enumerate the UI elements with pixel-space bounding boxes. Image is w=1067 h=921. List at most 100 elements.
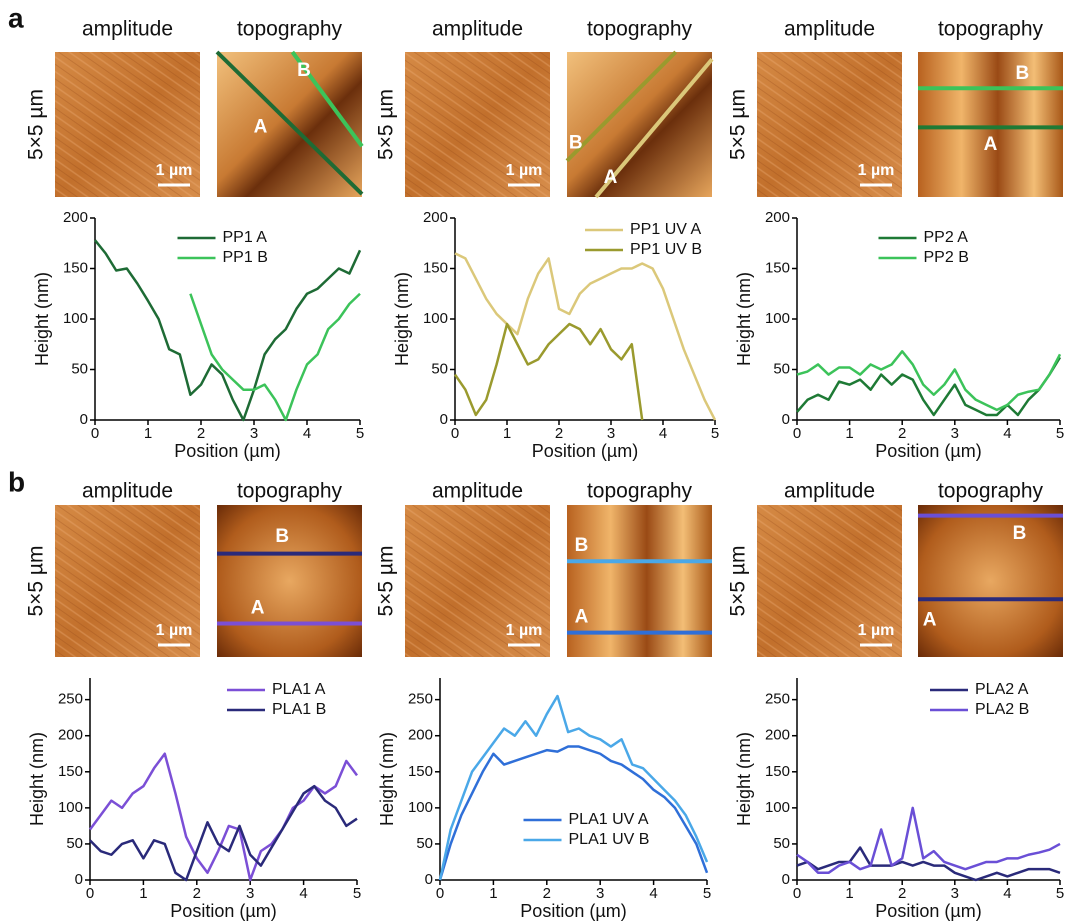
scan-size: 5×5 µm — [727, 545, 750, 616]
legend-label: PLA1 B — [272, 701, 326, 718]
data-line — [189, 292, 361, 422]
x-tick-label: 4 — [303, 425, 311, 442]
y-axis-label: Height (nm) — [27, 732, 47, 826]
x-tick-label: 0 — [436, 885, 444, 902]
legend-label: PP1 UV A — [630, 221, 701, 238]
data-line — [453, 322, 644, 421]
x-axis-label: Position (µm) — [174, 441, 280, 461]
image-title: amplitude — [784, 480, 875, 503]
x-tick-label: 2 — [898, 885, 906, 902]
y-tick-label: 150 — [58, 763, 83, 780]
y-tick-label: 0 — [440, 411, 448, 428]
y-tick-label: 150 — [765, 259, 790, 276]
y-tick-label: 250 — [58, 691, 83, 708]
x-tick-label: 1 — [144, 425, 152, 442]
data-line — [796, 806, 1061, 875]
y-axis-label: Height (nm) — [392, 272, 412, 366]
amplitude-texture — [757, 505, 902, 657]
y-tick-label: 100 — [408, 799, 433, 816]
y-tick-label: 0 — [425, 871, 433, 888]
image-title: amplitude — [82, 480, 173, 503]
x-axis-label: Position (µm) — [170, 901, 276, 921]
scale-bar-label: 1 µm — [506, 162, 543, 179]
y-tick-label: 50 — [71, 360, 88, 377]
topography-image — [918, 505, 1063, 657]
x-tick-label: 5 — [1056, 885, 1064, 902]
x-tick-label: 4 — [649, 885, 657, 902]
topography-image — [567, 52, 712, 197]
x-tick-label: 1 — [489, 885, 497, 902]
x-tick-label: 2 — [543, 885, 551, 902]
scan-line — [290, 50, 364, 148]
amplitude-texture — [405, 505, 550, 657]
x-axis-label: Position (µm) — [532, 441, 638, 461]
amplitude-texture — [55, 505, 200, 657]
panel-label: b — [8, 466, 25, 497]
legend-label: PLA1 UV B — [569, 831, 650, 848]
scan-line — [215, 50, 364, 196]
y-axis-label: Height (nm) — [377, 732, 397, 826]
y-tick-label: 200 — [63, 209, 88, 226]
image-title: topography — [237, 480, 343, 503]
x-tick-label: 1 — [845, 885, 853, 902]
y-tick-label: 200 — [58, 727, 83, 744]
image-title: amplitude — [432, 480, 523, 503]
scan-size: 5×5 µm — [25, 545, 48, 616]
scan-line-label: B — [275, 526, 289, 547]
x-tick-label: 5 — [353, 885, 361, 902]
x-tick-label: 4 — [299, 885, 307, 902]
scale-bar-label: 1 µm — [156, 162, 193, 179]
scan-line-label: B — [569, 132, 583, 153]
scan-line-label: A — [604, 167, 618, 188]
scan-size: 5×5 µm — [25, 89, 48, 160]
x-tick-label: 3 — [250, 425, 258, 442]
legend-label: PP2 A — [924, 229, 969, 246]
x-tick-label: 4 — [1003, 425, 1011, 442]
x-tick-label: 0 — [91, 425, 99, 442]
x-tick-label: 2 — [898, 425, 906, 442]
x-tick-label: 5 — [711, 425, 719, 442]
legend-label: PP1 B — [223, 249, 268, 266]
y-axis-label: Height (nm) — [734, 732, 754, 826]
scale-bar-label: 1 µm — [858, 622, 895, 639]
x-tick-label: 5 — [1056, 425, 1064, 442]
x-tick-label: 2 — [193, 885, 201, 902]
y-tick-label: 100 — [765, 310, 790, 327]
x-tick-label: 0 — [451, 425, 459, 442]
x-tick-label: 2 — [555, 425, 563, 442]
y-tick-label: 150 — [423, 259, 448, 276]
scale-bar-label: 1 µm — [156, 622, 193, 639]
scan-line-label: A — [984, 134, 998, 155]
scan-line-label: B — [1016, 63, 1030, 84]
y-tick-label: 100 — [63, 310, 88, 327]
y-tick-label: 0 — [80, 411, 88, 428]
y-tick-label: 200 — [765, 209, 790, 226]
amplitude-texture — [55, 52, 200, 197]
scan-line — [594, 57, 714, 199]
x-tick-label: 0 — [86, 885, 94, 902]
data-line — [796, 350, 1062, 412]
image-title: amplitude — [82, 18, 173, 41]
scan-size: 5×5 µm — [375, 89, 398, 160]
x-tick-label: 4 — [1003, 885, 1011, 902]
data-line — [438, 694, 709, 881]
amplitude-texture — [405, 52, 550, 197]
topography-image — [918, 52, 1063, 197]
y-tick-label: 100 — [765, 799, 790, 816]
legend-label: PLA1 UV A — [569, 811, 649, 828]
x-tick-label: 3 — [607, 425, 615, 442]
y-tick-label: 150 — [408, 763, 433, 780]
x-axis-label: Position (µm) — [875, 441, 981, 461]
legend-label: PP1 A — [223, 229, 268, 246]
scan-line-label: B — [297, 60, 311, 81]
scan-line-label: B — [575, 535, 589, 556]
image-title: topography — [938, 480, 1044, 503]
y-axis-label: Height (nm) — [734, 272, 754, 366]
y-tick-label: 0 — [75, 871, 83, 888]
x-tick-label: 3 — [246, 885, 254, 902]
scan-line-label: A — [575, 606, 589, 627]
y-tick-label: 50 — [773, 360, 790, 377]
y-tick-label: 250 — [408, 691, 433, 708]
